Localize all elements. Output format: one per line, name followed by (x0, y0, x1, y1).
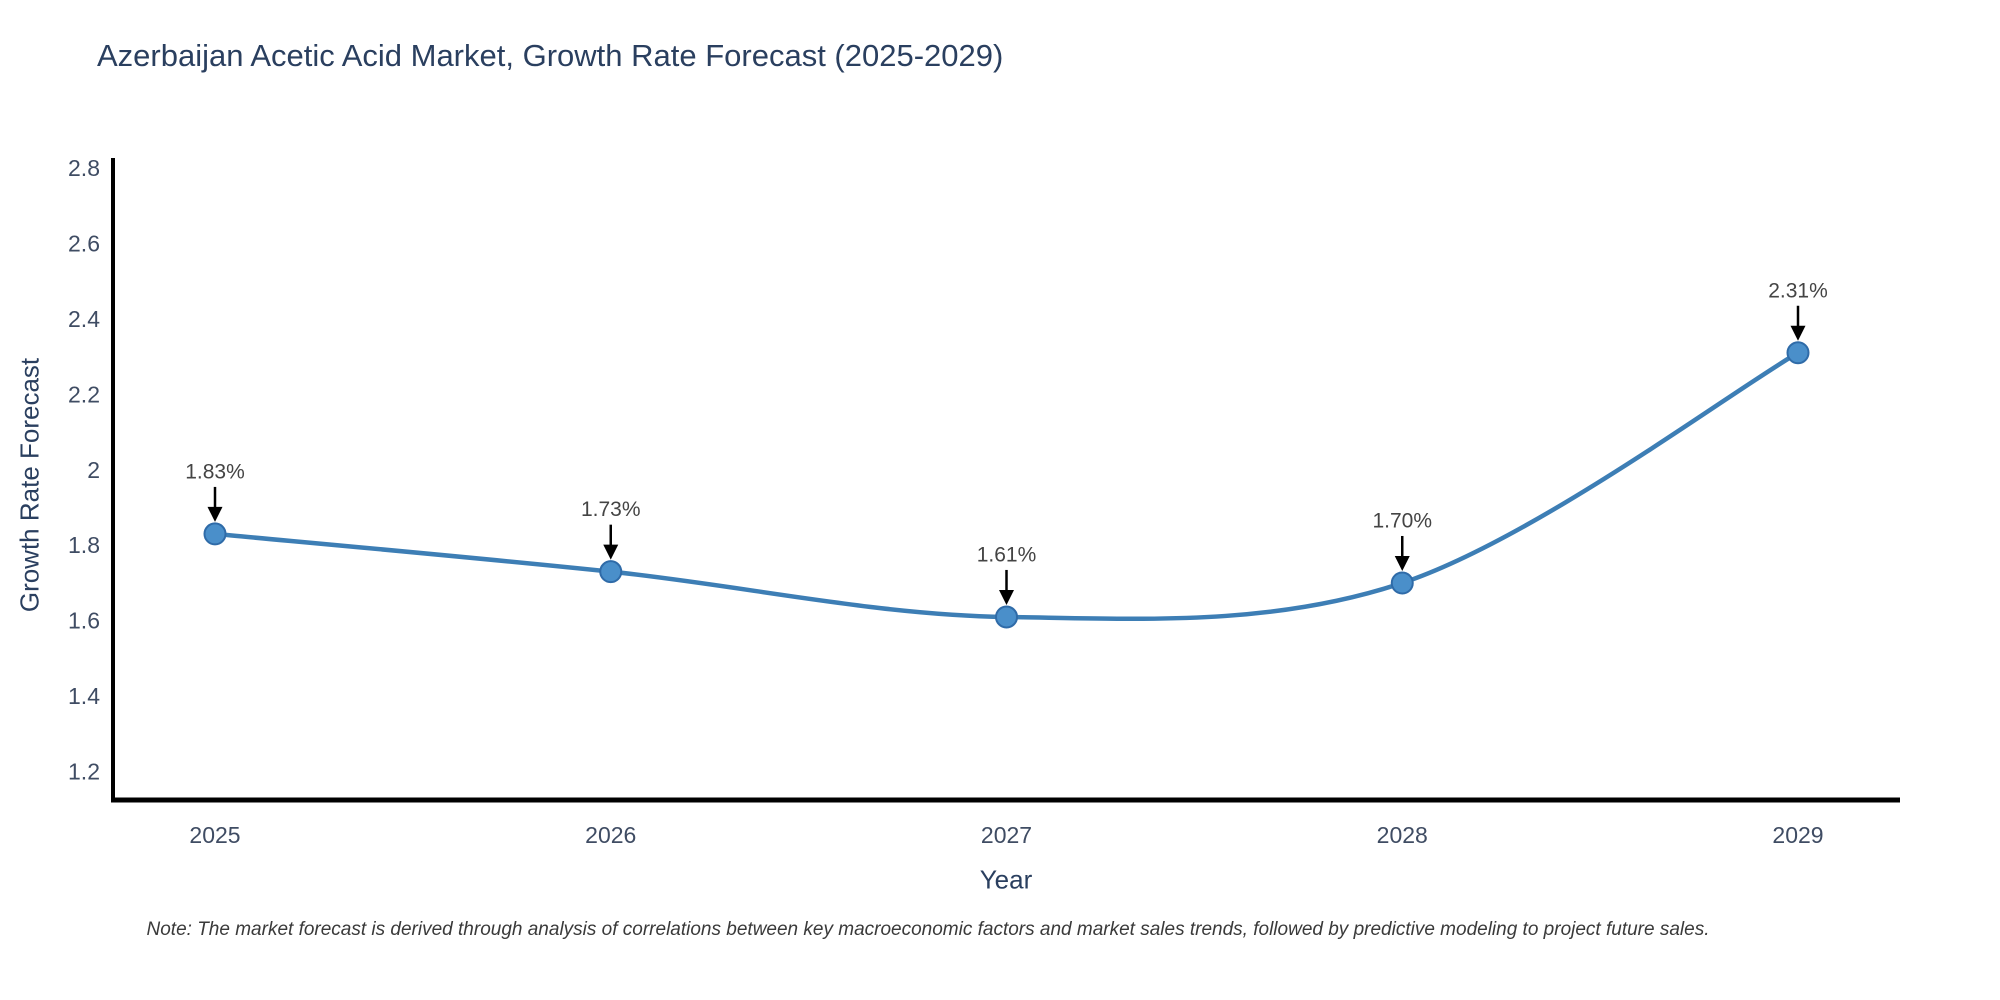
x-tick-label: 2026 (585, 822, 636, 848)
chart-title: Azerbaijan Acetic Acid Market, Growth Ra… (97, 38, 1004, 73)
y-tick-label: 2 (87, 457, 100, 483)
data-point-marker (599, 560, 623, 584)
x-tick-label: 2027 (981, 822, 1032, 848)
data-point-marker (995, 605, 1018, 629)
annotation-arrowhead (1394, 555, 1410, 571)
data-point-marker (203, 522, 227, 546)
data-point-label: 1.70% (1372, 509, 1432, 532)
y-tick-label: 2.4 (68, 306, 100, 332)
annotation-arrowhead (1790, 325, 1806, 341)
annotation-arrowhead (603, 544, 619, 560)
y-tick-label: 1.8 (68, 532, 100, 558)
annotation-arrowhead (207, 506, 223, 522)
x-tick-label: 2028 (1377, 822, 1428, 848)
data-point-label: 1.73% (581, 498, 641, 521)
x-axis-title: Year (979, 864, 1033, 895)
y-tick-label: 1.6 (68, 608, 100, 634)
x-tick-label: 2029 (1772, 822, 1823, 848)
y-tick-label: 2.8 (68, 155, 100, 181)
annotation-arrowhead (999, 589, 1014, 605)
data-point-marker (1390, 571, 1414, 595)
data-point-marker (1786, 341, 1810, 365)
x-tick-label: 2025 (189, 822, 240, 848)
data-point-label: 1.61% (977, 543, 1037, 566)
footnote: Note: The market forecast is derived thr… (146, 919, 1710, 940)
data-point-label: 2.31% (1768, 279, 1828, 302)
data-point-label: 1.83% (185, 460, 245, 483)
y-tick-label: 2.2 (68, 381, 100, 407)
y-axis-title: Growth Rate Forecast (14, 357, 45, 613)
y-tick-label: 1.4 (68, 683, 100, 709)
y-tick-label: 1.2 (68, 759, 100, 785)
y-tick-label: 2.6 (68, 230, 100, 256)
